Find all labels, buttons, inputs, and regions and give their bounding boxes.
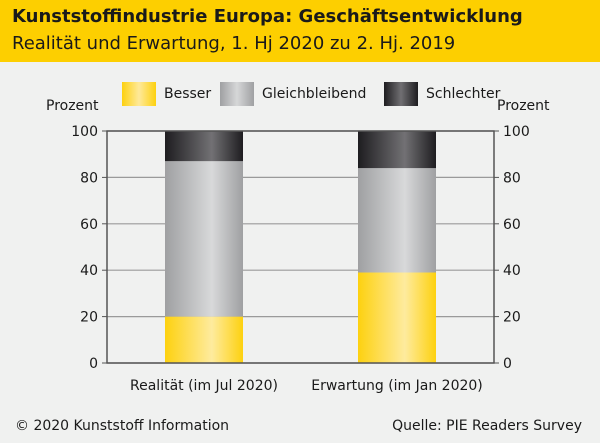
- legend-schlechter: Schlechter: [384, 82, 500, 106]
- y-tick-label-left: 20: [80, 310, 98, 326]
- header-band: Kunststoffindustrie Europa: Geschäftsent…: [0, 0, 600, 62]
- legend-swatch: [220, 82, 254, 106]
- x-tick-label: Erwartung (im Jan 2020): [311, 378, 483, 394]
- plot-frame: [106, 130, 495, 364]
- legend-gleichbleibend: Gleichbleibend: [220, 82, 366, 106]
- bar-segment-besser: [165, 316, 243, 363]
- y-tick-label-right: 20: [503, 310, 521, 326]
- chart-title: Kunststoffindustrie Europa: Geschäftsent…: [12, 6, 523, 27]
- y-tick-label-left: 100: [71, 124, 98, 140]
- y-axis-label-right: Prozent: [497, 98, 550, 114]
- chart-subtitle: Realität und Erwartung, 1. Hj 2020 zu 2.…: [12, 33, 456, 54]
- bar-segment-besser: [358, 272, 436, 363]
- y-tick-label-right: 80: [503, 170, 521, 186]
- y-tick-label-right: 0: [503, 356, 512, 372]
- legend-besser: Besser: [122, 82, 211, 106]
- y-tick-label-right: 60: [503, 217, 521, 233]
- y-tick-label-left: 80: [80, 170, 98, 186]
- bar-segment-gleichbleibend: [358, 168, 436, 273]
- legend-swatch: [122, 82, 156, 106]
- y-tick-label-left: 60: [80, 217, 98, 233]
- x-tick-label: Realität (im Jul 2020): [130, 378, 278, 394]
- legend-label: Schlechter: [426, 86, 501, 102]
- legend-label: Besser: [164, 86, 212, 102]
- y-tick-label-right: 100: [503, 124, 530, 140]
- copyright: © 2020 Kunststoff Information: [15, 418, 230, 434]
- y-tick-label-left: 0: [89, 356, 98, 372]
- bar-segment-schlechter: [358, 131, 436, 169]
- y-tick-label-right: 40: [503, 263, 521, 279]
- bar-segment-gleichbleibend: [165, 161, 243, 317]
- legend-swatch: [384, 82, 418, 106]
- y-tick-label-left: 40: [80, 263, 98, 279]
- y-axis-label-left: Prozent: [46, 98, 99, 114]
- source: Quelle: PIE Readers Survey: [392, 418, 582, 434]
- bar-segment-schlechter: [165, 131, 243, 162]
- legend-label: Gleichbleibend: [262, 86, 367, 102]
